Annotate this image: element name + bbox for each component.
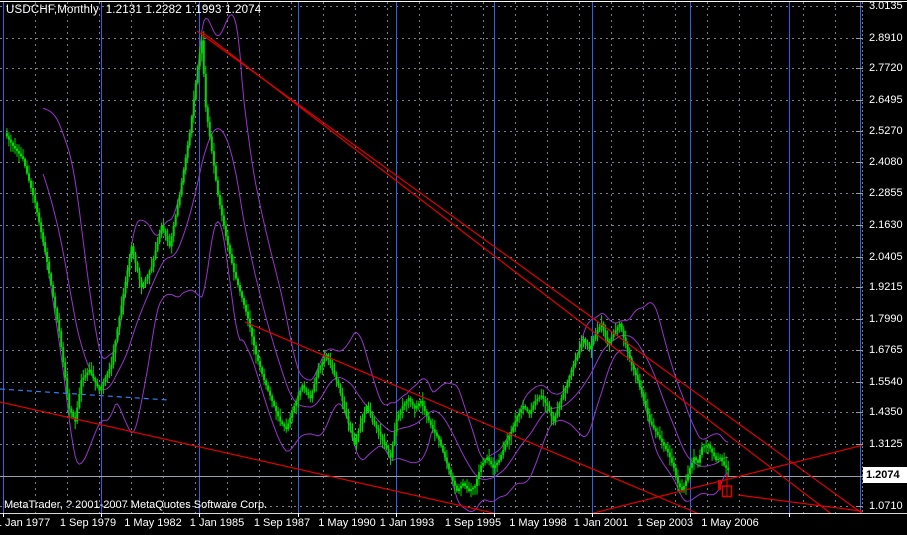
date-axis-label: 1 May 1998 <box>509 517 567 529</box>
trendline-shallow-right <box>737 494 862 512</box>
trendline-downtrend-mid <box>244 321 699 513</box>
chart-title: USDCHF,Monthly 1.2131 1.2282 1.1993 1.20… <box>6 4 262 16</box>
price-axis-label: 1.5540 <box>869 376 903 388</box>
copyright-text: MetaTrader, ? 2001-2007 MetaQuotes Softw… <box>4 499 268 511</box>
trendline-downtrend-left <box>0 401 497 513</box>
price-axis-label: 1.6765 <box>869 344 903 356</box>
price-axis-label: 2.8910 <box>869 32 903 44</box>
price-axis-label: 1.4350 <box>869 406 903 418</box>
grid-vertical-dashed <box>35 2 836 513</box>
trendline-downtrend-secondary <box>201 31 832 513</box>
bollinger-middle-line <box>42 128 729 481</box>
trendlines-group <box>0 30 862 513</box>
bollinger-upper-line <box>42 14 729 460</box>
date-axis-label: 1 Sep 1987 <box>253 517 311 529</box>
price-axis-label: 2.6495 <box>869 94 903 106</box>
trendline-downtrend-main <box>196 30 862 513</box>
date-axis-label: 1 May 1990 <box>318 517 376 529</box>
date-axis-label: 1 Sep 2003 <box>636 517 694 529</box>
time-axis-ticks <box>3 513 790 517</box>
plot-area <box>0 2 862 513</box>
price-axis-label: 2.4080 <box>869 156 903 168</box>
price-axis-ticks <box>856 6 863 507</box>
date-axis-label: 1 Jan 1993 <box>379 517 435 529</box>
price-axis-label: 1.0710 <box>869 500 903 512</box>
candles-group <box>5 31 730 498</box>
date-axis-label: 1 May 2006 <box>701 517 759 529</box>
price-axis-label: 2.2855 <box>869 187 903 199</box>
date-axis-label: 1 Jan 1985 <box>189 517 245 529</box>
price-axis-label: 2.7720 <box>869 62 903 74</box>
trendline-uptrend-right <box>591 444 862 513</box>
date-axis-label: 1 Sep 1979 <box>59 517 117 529</box>
price-axis-label: 2.1630 <box>869 219 903 231</box>
price-axis-label: 1.9215 <box>869 281 903 293</box>
current-price-box: 1.2074 <box>863 467 907 483</box>
price-axis-label: 2.0405 <box>869 251 903 263</box>
price-axis-label: 1.7990 <box>869 313 903 325</box>
price-axis-label: 3.0135 <box>869 0 903 12</box>
trendline-dashed-blue-left <box>0 388 169 401</box>
date-axis-label: 1 Jan 1977 <box>0 517 51 529</box>
bollinger-bands <box>42 14 729 513</box>
current-price-value: 1.2074 <box>866 469 900 481</box>
bollinger-lower-line <box>42 220 729 513</box>
date-axis-label: 1 Sep 1995 <box>444 517 502 529</box>
date-axis-label: 1 May 1982 <box>124 517 182 529</box>
date-axis-label: 1 Jan 2001 <box>573 517 629 529</box>
price-axis-label: 1.3125 <box>869 438 903 450</box>
forming-bar-marker <box>718 474 733 498</box>
price-axis-label: 2.5270 <box>869 125 903 137</box>
